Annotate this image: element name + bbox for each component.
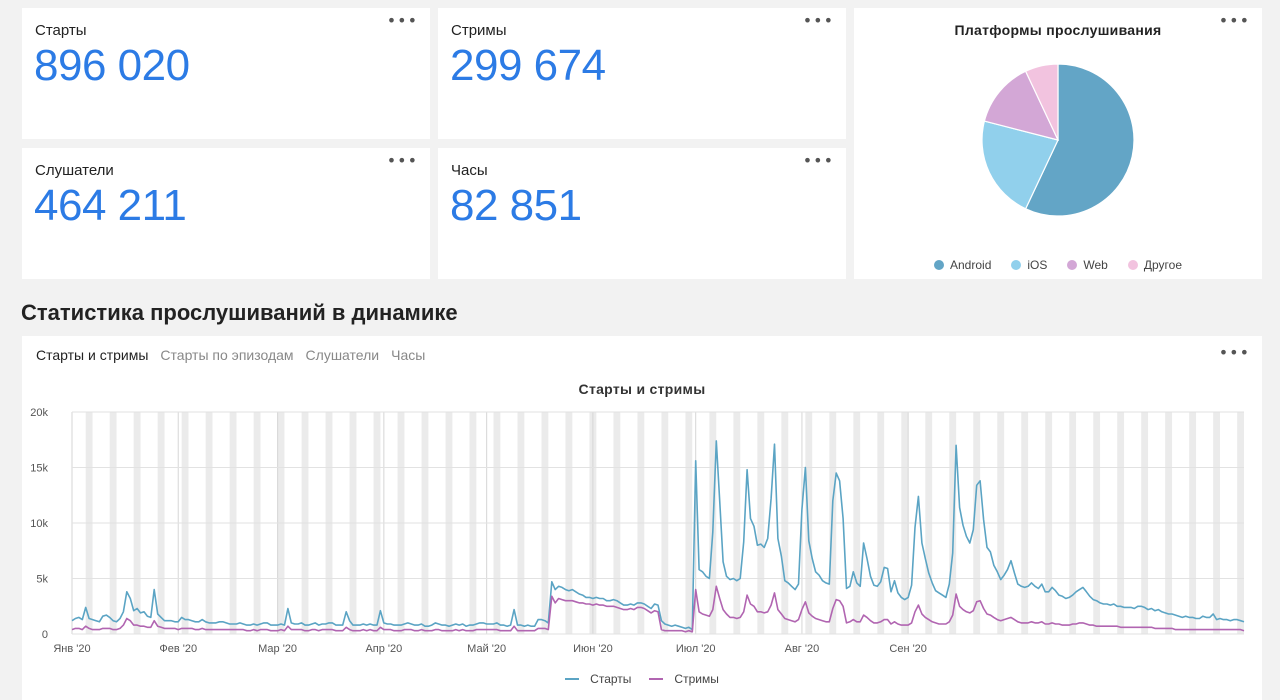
dynamics-chart-card: ••• Старты и стримы Старты по эпизодам С… [22,336,1262,700]
x-tick-label: Май '20 [467,643,506,655]
more-dots-icon[interactable]: ••• [802,151,834,170]
legend-dot-icon [1067,260,1078,270]
legend-item-android[interactable]: Android [934,258,991,272]
chart-title: Старты и стримы [578,381,706,397]
x-tick-label: Янв '20 [53,643,90,655]
pie-title: Платформы прослушивания [954,22,1162,38]
pie-legend: Android iOS Web Другое [854,258,1262,272]
more-dots-icon[interactable]: ••• [386,151,418,170]
legend-dot-icon [934,260,944,270]
metric-card-streams: ••• Стримы 299 674 [438,8,846,139]
pie-chart [981,63,1135,217]
line-chart: 0 5k 10k 15k 20k Янв '20 Фев '20 Мар '20 Апр '20… [30,407,1245,655]
legend-item-other[interactable]: Другое [1127,258,1182,272]
y-tick-label: 0 [42,629,48,641]
x-tick-label: Мар '20 [258,643,297,655]
legend-label: Стримы [674,672,719,686]
metric-card-starts: ••• Старты 896 020 [22,8,430,139]
tab-starts-streams[interactable]: Старты и стримы [36,347,149,363]
legend-label: Другое [1143,258,1182,272]
metric-card-hours: ••• Часы 82 851 [438,148,846,279]
y-tick-label: 5k [36,574,48,586]
y-tick-label: 15k [30,463,48,475]
legend-label: Старты [590,672,632,686]
x-tick-label: Сен '20 [889,643,927,655]
legend-item-ios[interactable]: iOS [1011,258,1047,272]
more-dots-icon[interactable]: ••• [1218,343,1250,362]
metric-label: Старты [35,22,87,39]
tab-starts-by-episodes[interactable]: Старты по эпизодам [160,347,294,363]
metric-card-listeners: ••• Слушатели 464 211 [22,148,430,279]
x-tick-label: Авг '20 [785,643,820,655]
chart-legend: Старты Стримы [22,672,1262,686]
metric-value: 299 674 [450,41,606,90]
series-line-streams [71,585,1245,633]
legend-item-starts[interactable]: Старты [565,672,631,686]
legend-label: Android [950,258,992,272]
tab-hours[interactable]: Часы [391,347,426,363]
series-line-starts [71,440,1245,631]
metric-value: 82 851 [450,181,582,230]
x-tick-label: Фев '20 [159,643,197,655]
section-title: Статистика прослушиваний в динамике [21,300,458,325]
legend-label: Web [1083,258,1108,272]
more-dots-icon[interactable]: ••• [1218,11,1250,30]
metric-label: Слушатели [35,162,114,179]
tab-listeners[interactable]: Слушатели [305,347,380,363]
y-tick-label: 10k [30,518,48,530]
line-swatch-icon [565,678,580,680]
pie-slice-android [1024,63,1135,217]
legend-item-streams[interactable]: Стримы [649,672,719,686]
x-tick-label: Июл '20 [676,643,716,655]
pie-slice-другое [1024,63,1059,141]
x-tick-label: Июн '20 [573,643,613,655]
line-swatch-icon [649,678,664,680]
x-tick-label: Апр '20 [365,643,402,655]
metric-value: 896 020 [34,41,190,90]
pie-slice-web [983,70,1060,141]
chart-tabs: Старты и стримы Старты по эпизодам Слуша… [36,347,425,363]
platforms-pie-card: ••• Платформы прослушивания Android iOS … [854,8,1262,279]
metric-label: Стримы [451,22,507,39]
legend-item-web[interactable]: Web [1067,258,1108,272]
metric-label: Часы [451,162,488,179]
metric-value: 464 211 [34,181,187,230]
y-tick-label: 20k [30,407,48,419]
legend-label: iOS [1027,258,1048,272]
legend-dot-icon [1011,260,1022,270]
legend-dot-icon [1127,260,1138,270]
more-dots-icon[interactable]: ••• [802,11,834,30]
pie-slice-ios [981,120,1059,210]
more-dots-icon[interactable]: ••• [386,11,418,30]
